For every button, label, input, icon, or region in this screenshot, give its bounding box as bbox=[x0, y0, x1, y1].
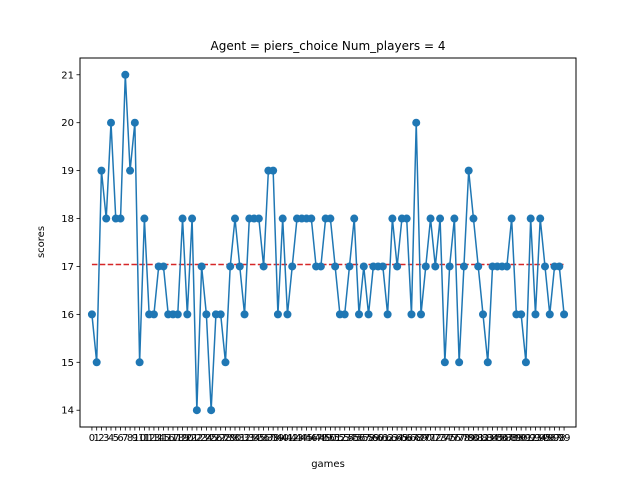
data-point bbox=[93, 358, 101, 366]
data-point bbox=[188, 215, 196, 223]
data-point bbox=[536, 215, 544, 223]
data-point bbox=[226, 262, 234, 270]
data-point bbox=[255, 215, 263, 223]
y-tick-label: 17 bbox=[61, 262, 74, 273]
data-point bbox=[326, 215, 334, 223]
y-tick-label: 19 bbox=[61, 166, 74, 177]
y-tick-label: 20 bbox=[61, 118, 74, 129]
data-point bbox=[517, 310, 525, 318]
data-point bbox=[140, 215, 148, 223]
data-point bbox=[150, 310, 158, 318]
data-point bbox=[355, 310, 363, 318]
data-point bbox=[117, 215, 125, 223]
data-point bbox=[403, 215, 411, 223]
data-point bbox=[331, 262, 339, 270]
y-tick-label: 21 bbox=[61, 70, 74, 81]
data-point bbox=[217, 310, 225, 318]
data-point bbox=[379, 262, 387, 270]
data-point bbox=[388, 215, 396, 223]
data-point bbox=[193, 406, 201, 414]
data-point bbox=[102, 215, 110, 223]
data-point bbox=[441, 358, 449, 366]
data-point bbox=[236, 262, 244, 270]
data-point bbox=[183, 310, 191, 318]
y-tick-label: 14 bbox=[61, 406, 74, 417]
plot-area bbox=[88, 71, 568, 414]
data-point bbox=[174, 310, 182, 318]
data-point bbox=[307, 215, 315, 223]
data-point bbox=[508, 215, 516, 223]
data-point bbox=[541, 262, 549, 270]
data-point bbox=[531, 310, 539, 318]
data-point bbox=[126, 167, 134, 175]
y-tick-label: 18 bbox=[61, 214, 74, 225]
data-point bbox=[465, 167, 473, 175]
data-point bbox=[484, 358, 492, 366]
chart-title: Agent = piers_choice Num_players = 4 bbox=[211, 39, 446, 53]
data-point bbox=[269, 167, 277, 175]
data-point bbox=[274, 310, 282, 318]
data-point bbox=[436, 215, 444, 223]
data-point bbox=[446, 262, 454, 270]
x-axis-label: games bbox=[311, 459, 345, 470]
data-point bbox=[407, 310, 415, 318]
data-point bbox=[317, 262, 325, 270]
y-axis: 14 15 16 17 18 19 20 21 bbox=[61, 70, 80, 416]
data-point bbox=[350, 215, 358, 223]
data-point bbox=[412, 119, 420, 127]
data-point bbox=[221, 358, 229, 366]
y-axis-label: scores bbox=[36, 226, 47, 258]
data-point bbox=[159, 262, 167, 270]
data-point bbox=[474, 262, 482, 270]
data-point bbox=[479, 310, 487, 318]
data-point bbox=[527, 215, 535, 223]
data-point bbox=[546, 310, 554, 318]
plot-frame bbox=[80, 58, 576, 427]
data-point bbox=[431, 262, 439, 270]
data-point bbox=[97, 167, 105, 175]
data-point bbox=[279, 215, 287, 223]
y-tick-label: 16 bbox=[61, 310, 74, 321]
data-point bbox=[422, 262, 430, 270]
data-point bbox=[283, 310, 291, 318]
data-point bbox=[341, 310, 349, 318]
data-point bbox=[207, 406, 215, 414]
data-point bbox=[503, 262, 511, 270]
data-point bbox=[202, 310, 210, 318]
data-point bbox=[365, 310, 373, 318]
data-point bbox=[136, 358, 144, 366]
y-tick-label: 15 bbox=[61, 358, 74, 369]
data-point bbox=[560, 310, 568, 318]
data-point bbox=[231, 215, 239, 223]
data-point bbox=[345, 262, 353, 270]
data-point bbox=[241, 310, 249, 318]
data-point bbox=[393, 262, 401, 270]
series-line bbox=[92, 75, 564, 410]
data-point bbox=[417, 310, 425, 318]
data-point bbox=[360, 262, 368, 270]
data-point bbox=[522, 358, 530, 366]
data-point bbox=[469, 215, 477, 223]
data-point bbox=[460, 262, 468, 270]
data-point bbox=[88, 310, 96, 318]
data-point bbox=[555, 262, 563, 270]
data-point bbox=[107, 119, 115, 127]
data-point bbox=[121, 71, 129, 79]
data-point bbox=[288, 262, 296, 270]
data-point bbox=[131, 119, 139, 127]
data-point bbox=[260, 262, 268, 270]
data-point bbox=[384, 310, 392, 318]
x-axis: 0123456789101112131415161718192021222324… bbox=[89, 427, 571, 444]
x-tick-label: 99 bbox=[558, 433, 571, 444]
data-point bbox=[427, 215, 435, 223]
data-point bbox=[455, 358, 463, 366]
data-point bbox=[179, 215, 187, 223]
data-point bbox=[450, 215, 458, 223]
data-point bbox=[198, 262, 206, 270]
